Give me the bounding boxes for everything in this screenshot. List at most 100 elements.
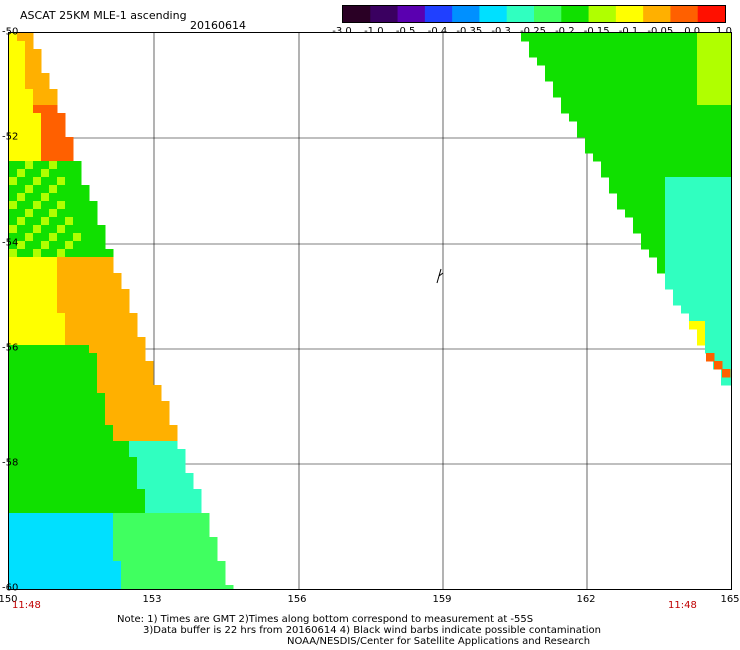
wind-cell: [161, 545, 170, 554]
wind-cell: [97, 337, 106, 346]
wind-cell: [17, 305, 26, 314]
wind-cell: [633, 89, 642, 98]
color-swatch: [370, 6, 399, 22]
wind-cell: [33, 537, 42, 546]
wind-cell: [81, 529, 90, 538]
wind-cell: [201, 569, 210, 578]
wind-cell: [105, 537, 114, 546]
wind-cell: [593, 89, 602, 98]
wind-cell: [105, 361, 114, 370]
wind-cell: [25, 313, 34, 322]
wind-cell: [57, 505, 66, 514]
wind-cell: [33, 545, 42, 554]
wind-cell: [697, 241, 706, 250]
wind-cell: [689, 81, 698, 90]
wind-cell: [705, 89, 714, 98]
wind-cell: [17, 273, 26, 282]
wind-cell: [601, 49, 610, 58]
wind-cell: [649, 41, 658, 50]
wind-cell: [713, 233, 722, 242]
wind-cell: [689, 313, 698, 322]
wind-cell: [137, 545, 146, 554]
wind-cell: [113, 353, 122, 362]
wind-cell: [121, 537, 130, 546]
wind-cell: [161, 433, 170, 442]
wind-cell: [25, 153, 34, 162]
wind-cell: [105, 561, 114, 570]
longitude-label: 162: [576, 594, 596, 605]
wind-cell: [121, 489, 130, 498]
wind-cell: [641, 177, 650, 186]
wind-cell: [681, 265, 690, 274]
wind-cell: [649, 241, 658, 250]
wind-cell: [121, 297, 130, 306]
wind-cell: [721, 217, 730, 226]
wind-cell: [97, 473, 106, 482]
wind-cell: [81, 297, 90, 306]
wind-cell: [65, 345, 74, 354]
wind-cell: [17, 505, 26, 514]
wind-cell: [553, 41, 562, 50]
wind-cell: [161, 577, 170, 586]
wind-cell: [129, 561, 138, 570]
wind-cell: [17, 553, 26, 562]
wind-cell: [9, 81, 18, 90]
wind-cell: [57, 137, 66, 146]
longitude-label: 159: [432, 594, 452, 605]
wind-cell: [201, 513, 210, 522]
wind-cell: [169, 505, 178, 514]
wind-cell: [721, 241, 730, 250]
wind-cell: [65, 489, 74, 498]
wind-cell: [9, 169, 18, 178]
wind-cell: [689, 201, 698, 210]
wind-cell: [177, 449, 186, 458]
wind-cell: [105, 585, 114, 589]
wind-cell: [81, 201, 90, 210]
wind-cell: [41, 145, 50, 154]
wind-cell: [65, 505, 74, 514]
wind-cell: [89, 281, 98, 290]
wind-cell: [681, 89, 690, 98]
wind-cell: [601, 161, 610, 170]
wind-cell: [49, 505, 58, 514]
wind-cell: [57, 553, 66, 562]
wind-cell: [17, 49, 26, 58]
wind-cell: [689, 249, 698, 258]
color-scale-label: -0.25: [520, 26, 546, 37]
wind-cell: [121, 457, 130, 466]
wind-cell: [9, 497, 18, 506]
wind-cell: [617, 81, 626, 90]
wind-cell: [17, 481, 26, 490]
wind-cell: [713, 145, 722, 154]
wind-cell: [177, 561, 186, 570]
wind-cell: [721, 41, 730, 50]
wind-cell: [185, 473, 194, 482]
wind-cell: [65, 249, 74, 258]
wind-cell: [721, 73, 730, 82]
wind-cell: [129, 545, 138, 554]
wind-cell: [57, 129, 66, 138]
wind-cell: [625, 193, 634, 202]
wind-cell: [673, 217, 682, 226]
wind-cell: [665, 249, 674, 258]
wind-cell: [97, 305, 106, 314]
wind-cell: [25, 57, 34, 66]
wind-cell: [561, 41, 570, 50]
wind-cell: [721, 145, 730, 154]
wind-cell: [49, 281, 58, 290]
wind-cell: [25, 273, 34, 282]
wind-cell: [41, 289, 50, 298]
wind-cell: [9, 185, 18, 194]
wind-cell: [65, 545, 74, 554]
wind-cell: [49, 257, 58, 266]
wind-cell: [113, 297, 122, 306]
wind-cell: [153, 449, 162, 458]
wind-cell: [177, 481, 186, 490]
wind-cell: [729, 73, 731, 82]
longitude-label: 156: [287, 594, 307, 605]
wind-cell: [657, 265, 666, 274]
wind-cell: [73, 553, 82, 562]
wind-cell: [81, 417, 90, 426]
wind-cell: [33, 57, 42, 66]
wind-cell: [25, 345, 34, 354]
